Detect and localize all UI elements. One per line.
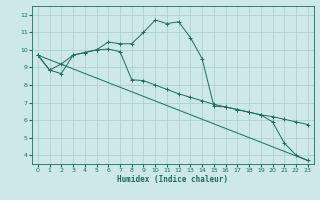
X-axis label: Humidex (Indice chaleur): Humidex (Indice chaleur) bbox=[117, 175, 228, 184]
